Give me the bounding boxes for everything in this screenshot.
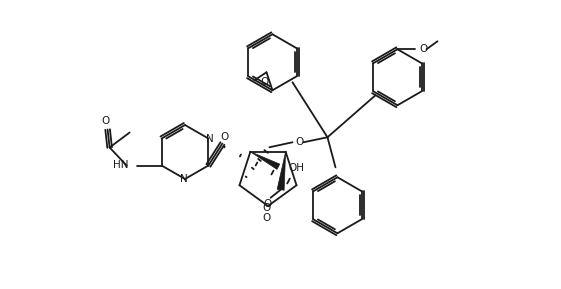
Text: O: O [263,213,271,223]
Text: HN: HN [113,160,128,171]
Polygon shape [250,152,280,169]
Text: O: O [102,116,110,127]
Text: O: O [220,131,228,142]
Text: O: O [419,44,427,54]
Text: N: N [180,174,188,184]
Text: O: O [295,137,304,147]
Polygon shape [277,152,286,190]
Text: O: O [260,77,269,87]
Text: O: O [264,199,272,209]
Text: O: O [263,203,271,213]
Text: OH: OH [288,163,305,173]
Text: N: N [205,134,213,144]
